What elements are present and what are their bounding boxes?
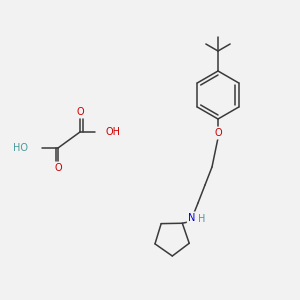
Text: O: O xyxy=(76,107,84,117)
Text: O: O xyxy=(54,163,62,173)
Text: O: O xyxy=(214,128,222,138)
Text: HO: HO xyxy=(13,143,28,153)
Text: OH: OH xyxy=(105,127,120,137)
Text: H: H xyxy=(198,214,206,224)
Text: N: N xyxy=(188,213,196,223)
